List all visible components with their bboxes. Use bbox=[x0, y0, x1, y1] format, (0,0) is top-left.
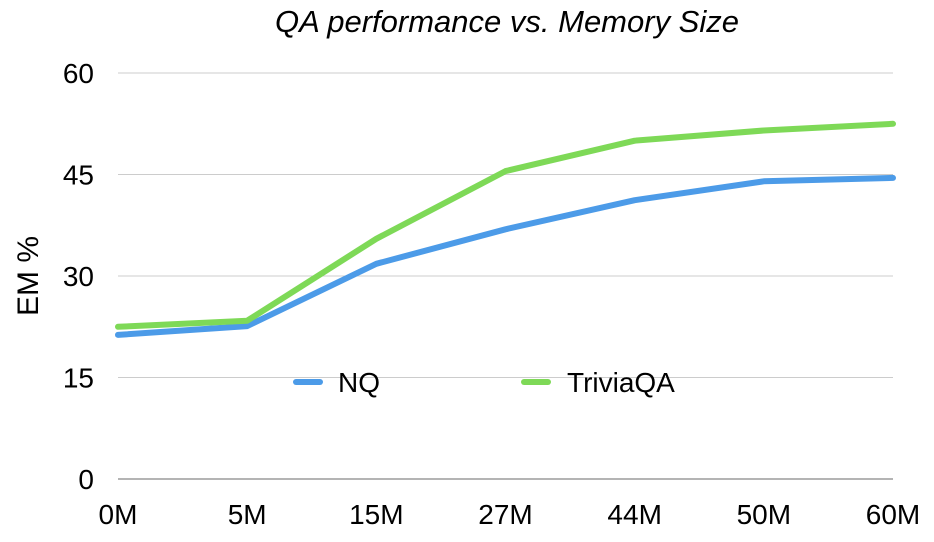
x-tick-label: 60M bbox=[866, 499, 920, 530]
y-tick-labels: 0 15 30 45 60 bbox=[63, 58, 94, 495]
x-tick-label: 0M bbox=[99, 499, 138, 530]
y-tick-label: 60 bbox=[63, 58, 94, 89]
legend-label-nq: NQ bbox=[338, 367, 380, 398]
series-line-triviaqa bbox=[115, 120, 896, 330]
y-tick-label: 30 bbox=[63, 261, 94, 292]
chart-title: QA performance vs. Memory Size bbox=[275, 4, 739, 39]
x-tick-label: 50M bbox=[737, 499, 791, 530]
series-lines bbox=[115, 120, 896, 338]
x-tick-labels: 0M 5M 15M 27M 44M 50M 60M bbox=[99, 499, 921, 530]
y-tick-label: 0 bbox=[78, 464, 94, 495]
x-tick-label: 5M bbox=[228, 499, 267, 530]
legend: NQ TriviaQA bbox=[293, 367, 675, 398]
y-tick-label: 45 bbox=[63, 160, 94, 191]
y-tick-label: 15 bbox=[63, 363, 94, 394]
gridlines bbox=[118, 72, 893, 480]
legend-label-triviaqa: TriviaQA bbox=[567, 367, 675, 398]
y-axis-label: EM % bbox=[12, 236, 45, 316]
series-line-nq bbox=[115, 174, 896, 338]
x-tick-label: 27M bbox=[478, 499, 532, 530]
x-tick-label: 15M bbox=[349, 499, 403, 530]
x-tick-label: 44M bbox=[607, 499, 661, 530]
